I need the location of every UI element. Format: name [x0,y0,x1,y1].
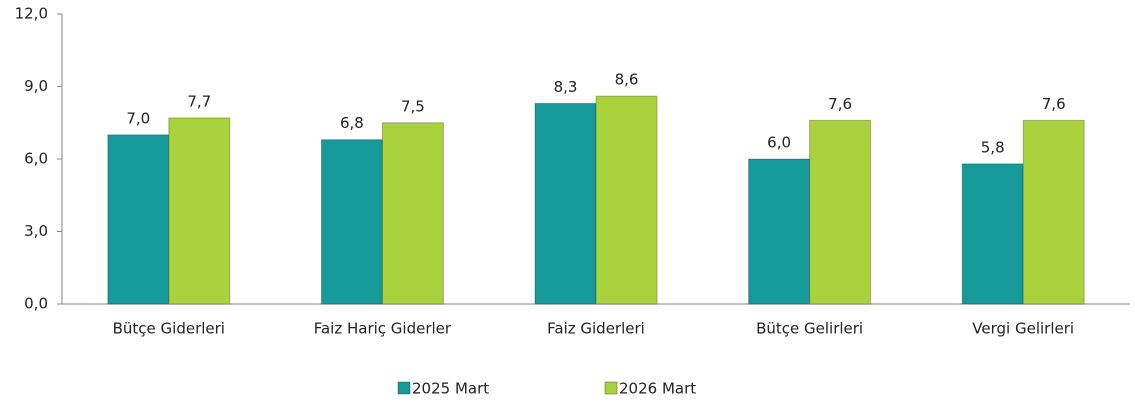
bar [748,158,811,305]
data-label: 6,0 [767,134,791,152]
data-label: 7,0 [126,109,150,127]
data-label: 7,6 [1042,95,1066,113]
x-tick-label: Bütçe Gelirleri [756,320,863,338]
y-tick-label: 0,0 [24,295,48,313]
y-tick-label: 6,0 [24,150,48,168]
legend-label: 2026 Mart [619,380,696,398]
legend-swatch [397,381,411,395]
data-label: 8,6 [615,71,639,89]
bar [168,117,231,305]
data-label: 8,3 [554,78,578,96]
data-label: 7,5 [401,97,425,115]
y-tick-label: 12,0 [15,5,48,23]
bar [595,95,658,305]
bar [534,102,597,305]
x-tick-label: Faiz Hariç Giderler [314,320,452,338]
data-label: 5,8 [981,138,1005,156]
data-label: 6,8 [340,114,364,132]
data-label: 7,7 [187,92,211,110]
bar [1022,119,1085,305]
x-tick-label: Vergi Gelirleri [972,320,1074,338]
bar [809,119,872,305]
legend-swatch [604,381,618,395]
bar [320,139,383,305]
legend-label: 2025 Mart [412,380,489,398]
x-tick-label: Bütçe Giderleri [113,320,225,338]
y-tick-label: 9,0 [24,77,48,95]
bar [107,134,170,305]
y-tick-label: 3,0 [24,222,48,240]
bar [961,163,1024,305]
bar [381,122,444,305]
data-label: 7,6 [828,95,852,113]
x-tick-label: Faiz Giderleri [547,320,645,338]
